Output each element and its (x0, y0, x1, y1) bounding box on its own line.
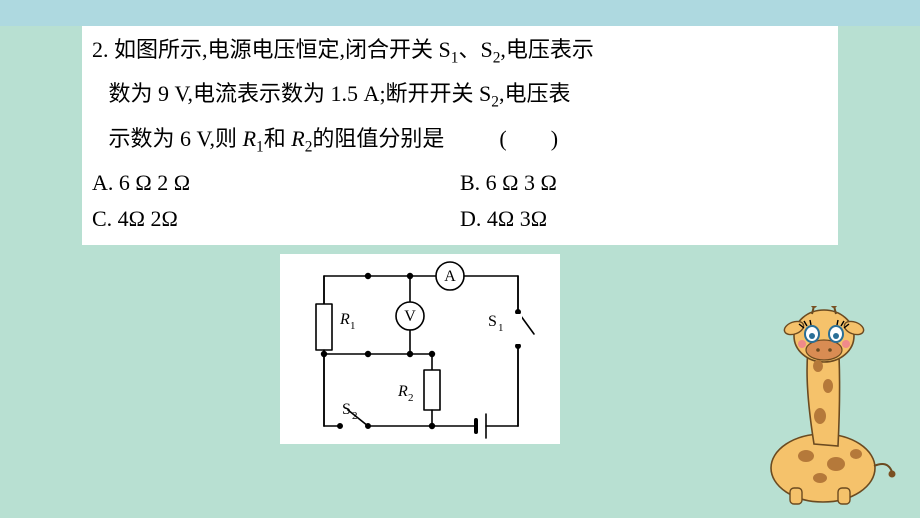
option-B: B. 6 Ω 3 Ω (460, 165, 828, 201)
q-l1a: 如图所示,电源电压恒定,闭合开关 S (114, 37, 451, 62)
q-l3b: 和 (264, 126, 292, 151)
q-blank: ( ) (499, 126, 558, 151)
giraffe-illustration (728, 306, 898, 506)
voltmeter-label: V (404, 308, 416, 325)
q-l2-sub: 2 (491, 94, 499, 111)
S2-label: S (342, 401, 351, 418)
R1-label: R (339, 311, 350, 328)
S1-label: S (488, 313, 497, 330)
option-D: D. 4Ω 3Ω (460, 201, 828, 237)
option-C: C. 4Ω 2Ω (92, 201, 460, 237)
q-l2a: 数为 9 V,电流表示数为 1.5 A;断开开关 S (109, 81, 492, 106)
option-A-text: A. 6 Ω 2 Ω (92, 170, 190, 195)
q-l1c: ,电压表示 (500, 37, 594, 62)
option-B-text: B. 6 Ω 3 Ω (460, 170, 557, 195)
S2-sub: 2 (352, 410, 358, 422)
R2-label: R (397, 383, 408, 400)
question-text: 2. 如图所示,电源电压恒定,闭合开关 S1、S2,电压表示 数为 9 V,电流… (92, 32, 828, 237)
options-row-2: C. 4Ω 2Ω D. 4Ω 3Ω (92, 201, 828, 237)
q-l3c: 的阻值分别是 (312, 126, 444, 151)
q-l3-R2: R (291, 126, 304, 151)
options-row-1: A. 6 Ω 2 Ω B. 6 Ω 3 Ω (92, 165, 828, 201)
q-l3a: 示数为 6 V,则 (109, 126, 243, 151)
q-l1b: 、S (458, 37, 492, 62)
circuit-diagram: A V R 1 R 2 S 1 S 2 (280, 254, 560, 444)
q-l2b: ,电压表 (499, 81, 571, 106)
circuit-diagram-card: A V R 1 R 2 S 1 S 2 (280, 254, 560, 444)
option-D-text: D. 4Ω 3Ω (460, 206, 547, 231)
S1-sub: 1 (498, 322, 504, 334)
option-C-text: C. 4Ω 2Ω (92, 206, 178, 231)
q-l3-R1: R (243, 126, 256, 151)
question-line-2: 数为 9 V,电流表示数为 1.5 A;断开开关 S2,电压表 (92, 76, 828, 120)
ammeter-label: A (444, 268, 456, 285)
R1-sub: 1 (350, 320, 356, 332)
R2-sub: 2 (408, 392, 414, 404)
q-l3-R1s: 1 (256, 138, 264, 155)
q-number: 2. (92, 37, 109, 62)
option-A: A. 6 Ω 2 Ω (92, 165, 460, 201)
question-line-1: 2. 如图所示,电源电压恒定,闭合开关 S1、S2,电压表示 (92, 32, 828, 76)
question-line-3: 示数为 6 V,则 R1和 R2的阻值分别是 ( ) (92, 121, 828, 165)
question-card: 2. 如图所示,电源电压恒定,闭合开关 S1、S2,电压表示 数为 9 V,电流… (82, 26, 838, 245)
slide-root: 2. 如图所示,电源电压恒定,闭合开关 S1、S2,电压表示 数为 9 V,电流… (0, 0, 920, 518)
bg-top-band (0, 0, 920, 26)
